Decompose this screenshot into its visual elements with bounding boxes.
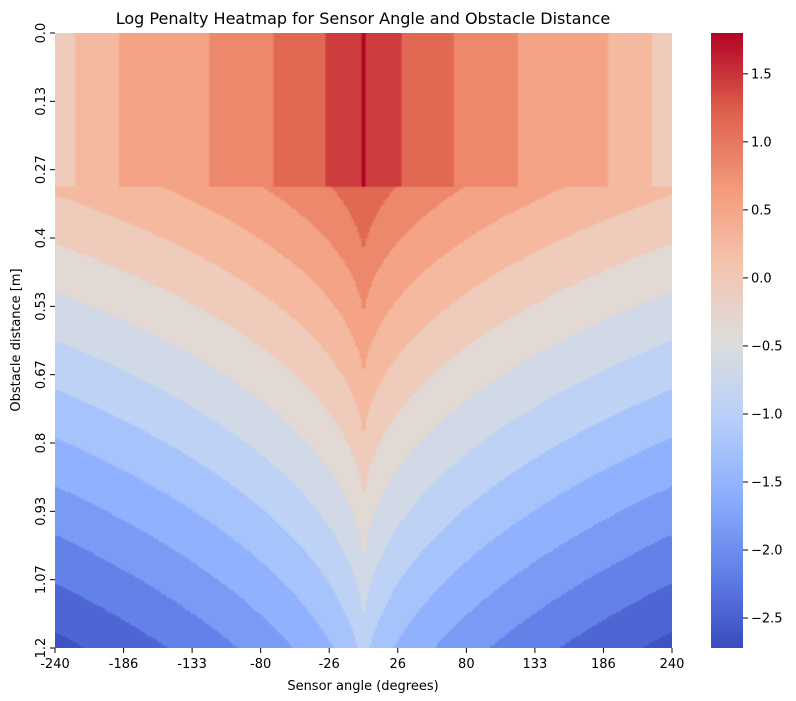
x-tick-label: -240: [40, 657, 70, 672]
x-tick-label: 26: [390, 657, 407, 672]
colorbar: [711, 33, 743, 648]
x-axis-label: Sensor angle (degrees): [287, 679, 438, 694]
x-tick-label: 133: [522, 657, 547, 672]
x-tick-label: 240: [660, 657, 685, 672]
y-axis-ticks: 0.0 0.13 0.27 0.4 0.53 0.67 0.8 0.93 1.07 1.2: [34, 23, 55, 659]
y-tick-label: 0.27: [34, 155, 49, 184]
colorbar-tick-label: −2.0: [751, 544, 783, 559]
y-tick-label: 0.8: [34, 433, 49, 454]
colorbar-tick-label: 1.5: [751, 67, 772, 82]
colorbar-tick-label: −2.5: [751, 612, 783, 627]
colorbar-tick-label: −1.5: [751, 476, 783, 491]
colorbar-tick-label: −1.0: [751, 407, 783, 422]
y-tick-label: 1.2: [34, 638, 49, 659]
y-tick-label: 0.53: [34, 292, 49, 321]
x-tick-label: 80: [458, 657, 475, 672]
y-tick-label: 0.4: [34, 228, 49, 249]
x-tick-label: 186: [591, 657, 616, 672]
y-tick-label: 0.67: [34, 360, 49, 389]
y-axis-label: Obstacle distance [m]: [9, 268, 24, 411]
y-tick-label: 0.93: [34, 497, 49, 526]
y-tick-label: 0.0: [34, 23, 49, 44]
heatmap-area: [55, 33, 672, 648]
x-tick-label: -186: [109, 657, 139, 672]
x-tick-label: -26: [319, 657, 340, 672]
x-axis-ticks: -240 -186 -133 -80 -26 26 80 133 186 240: [40, 648, 684, 672]
y-tick-label: 0.13: [34, 87, 49, 116]
colorbar-tick-label: 1.0: [751, 135, 772, 150]
colorbar-tick-label: 0.0: [751, 271, 772, 286]
y-tick-label: 1.07: [34, 565, 49, 594]
colorbar-ticks: 1.5 1.0 0.5 0.0 −0.5 −1.0 −1.5 −2.0 −2.5: [743, 67, 783, 627]
colorbar-tick-label: 0.5: [751, 203, 772, 218]
chart-title: Log Penalty Heatmap for Sensor Angle and…: [116, 9, 611, 28]
x-tick-label: -133: [177, 657, 207, 672]
colorbar-tick-label: −0.5: [751, 339, 783, 354]
x-tick-label: -80: [250, 657, 271, 672]
